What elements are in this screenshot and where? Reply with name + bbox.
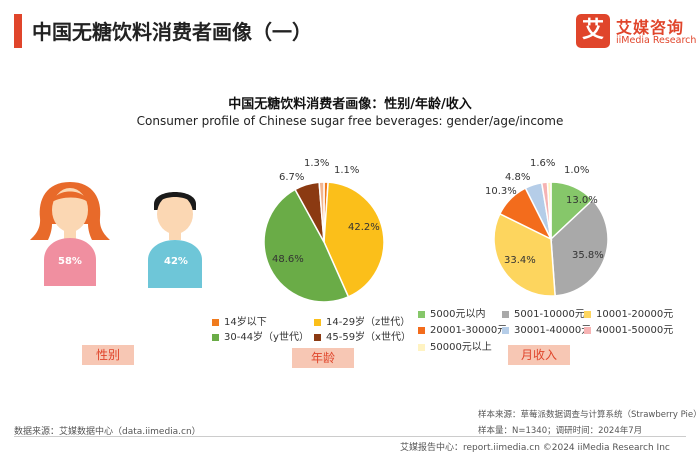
income-label-30001: 4.8% — [505, 172, 531, 183]
legend-swatch — [502, 310, 509, 318]
brand-logo: 艾 艾媒咨询 iiMedia Research — [576, 12, 697, 54]
sample-source: 样本来源：草莓派数据调查与计算系统（Strawberry Pie） — [478, 410, 700, 420]
pie-slice — [546, 181, 552, 240]
age-label-14-29: 42.2% — [348, 222, 380, 233]
age-label-45-59: 6.7% — [279, 172, 305, 183]
category-tag-gender: 性别 — [82, 345, 134, 365]
income-label-5000: 13.0% — [566, 195, 598, 206]
age-pie-chart — [263, 181, 385, 303]
pie-slice — [550, 198, 609, 297]
legend-item: 20001-30000元 — [418, 321, 507, 336]
legend-item: 30-44岁（y世代） — [212, 328, 309, 343]
female-percent-label: 58% — [58, 256, 82, 267]
legend-item: 45-59岁（x世代） — [314, 328, 411, 343]
income-label-50000: 1.0% — [564, 165, 590, 176]
female-figure-icon — [30, 182, 110, 286]
legend-item: 5000元以内 — [418, 305, 485, 320]
chart-subtitle: Consumer profile of Chinese sugar free b… — [136, 114, 564, 128]
chart-title: 中国无糖饮料消费者画像：性别/年龄/收入 — [228, 97, 472, 112]
male-percent-label: 42% — [164, 256, 188, 267]
legend-item: 40001-50000元 — [584, 321, 673, 336]
logo-name-cn: 艾媒咨询 — [616, 18, 685, 37]
logo-name-en: iiMedia Research — [616, 35, 697, 46]
category-tag-income: 月收入 — [508, 345, 570, 365]
age-label-under14: 1.1% — [334, 165, 360, 176]
legend-swatch — [314, 333, 321, 341]
pie-slice — [263, 188, 350, 303]
age-label-other: 1.3% — [304, 158, 330, 169]
title-accent-bar — [14, 14, 22, 48]
data-source: 数据来源：艾媒数据中心（data.iimedia.cn） — [14, 427, 201, 437]
income-label-10001: 33.4% — [504, 255, 536, 266]
legend-swatch — [418, 310, 425, 318]
income-label-5001: 35.8% — [572, 250, 604, 261]
logo-mark: 艾 — [576, 14, 610, 48]
footer-text: 艾媒报告中心：report.iimedia.cn ©2024 iiMedia R… — [400, 443, 670, 453]
legend-swatch — [584, 326, 591, 334]
legend-item: 5001-10000元 — [502, 305, 585, 320]
legend-swatch — [418, 343, 425, 351]
legend-item: 30001-40000元 — [502, 321, 591, 336]
income-pie-chart — [493, 181, 609, 297]
pie-slice — [493, 212, 556, 297]
footer-divider — [14, 436, 686, 437]
age-label-30-44: 48.6% — [272, 254, 304, 265]
legend-item: 14-29岁（z世代） — [314, 313, 410, 328]
legend-item: 14岁以下 — [212, 313, 267, 328]
legend-item: 50000元以上 — [418, 338, 492, 353]
legend-item: 10001-20000元 — [584, 305, 673, 320]
pie-slice — [318, 181, 325, 243]
income-label-40001: 1.6% — [530, 158, 556, 169]
pie-slice — [323, 181, 385, 298]
male-figure-icon — [148, 192, 202, 288]
legend-swatch — [502, 326, 509, 334]
page-title: 中国无糖饮料消费者画像（一） — [32, 20, 312, 44]
legend-swatch — [584, 310, 591, 318]
category-tag-age: 年龄 — [292, 348, 354, 368]
legend-swatch — [314, 318, 321, 326]
legend-swatch — [212, 318, 219, 326]
income-label-20001: 10.3% — [485, 186, 517, 197]
sample-size: 样本量：N=1340；调研时间：2024年7月 — [478, 426, 643, 436]
legend-swatch — [212, 333, 219, 341]
legend-swatch — [418, 326, 425, 334]
